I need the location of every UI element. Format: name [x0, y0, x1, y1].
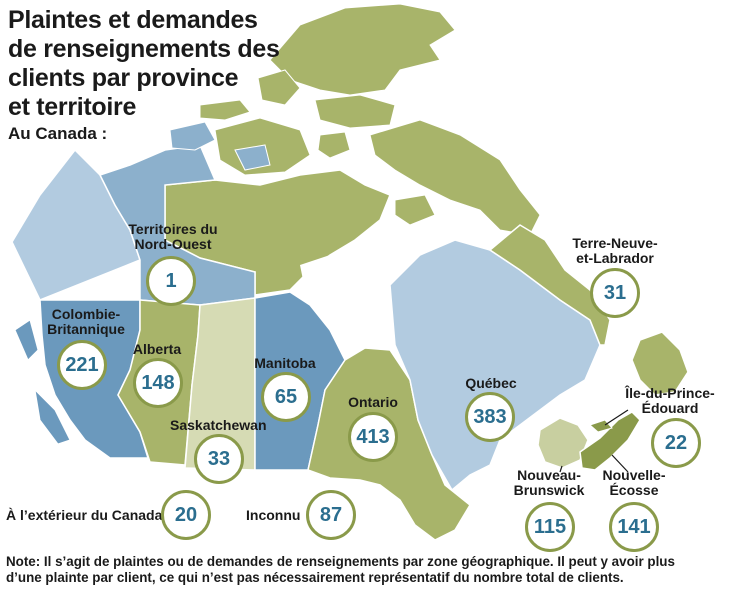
value-nwt: 1: [146, 256, 196, 306]
value-sk: 33: [194, 434, 244, 484]
ellesmere-island: [269, 3, 456, 96]
region-ns: [579, 411, 641, 471]
region-nb: [537, 417, 589, 469]
value-bc: 221: [57, 340, 107, 390]
footnote: Note: Il s’agit de plaintes ou de demand…: [6, 554, 675, 585]
baffin-island: [369, 119, 541, 236]
value-on: 413: [348, 412, 398, 462]
label-nwt: Territoires du Nord-Ouest: [128, 221, 218, 252]
label-ns: Nouvelle- Écosse: [602, 467, 666, 498]
value-unknown: 87: [306, 490, 356, 540]
value-nl: 31: [590, 268, 640, 318]
title-line: de renseignements des: [8, 35, 280, 63]
title-line: et territoire: [8, 93, 137, 121]
label-mb: Manitoba: [254, 355, 316, 371]
value-nb: 115: [525, 502, 575, 552]
southampton-island: [394, 194, 436, 226]
label-ab: Alberta: [132, 341, 182, 357]
title-line: Plaintes et demandes: [8, 6, 258, 34]
callout-nb: [559, 465, 563, 473]
region-nl-labrador: [488, 224, 611, 346]
somerset-island: [317, 131, 351, 159]
label-bc: Colombie- Britannique: [47, 306, 125, 337]
melville-island: [199, 99, 251, 121]
label-outside: À l’extérieur du Canada: [6, 507, 163, 523]
value-qc: 383: [465, 392, 515, 442]
axel-heiberg-island: [257, 69, 301, 106]
devon-island: [314, 94, 396, 129]
region-nwt-islands: [169, 121, 271, 171]
label-sk: Saskatchewan: [170, 417, 267, 433]
label-unknown: Inconnu: [246, 507, 301, 523]
map-subtitle: Au Canada :: [8, 124, 108, 143]
value-ab: 148: [133, 358, 183, 408]
callout-ns: [611, 454, 629, 473]
value-ns: 141: [609, 502, 659, 552]
callout-lines: [559, 409, 629, 473]
label-nb: Nouveau- Brunswick: [513, 467, 585, 498]
arctic-islands: [199, 3, 541, 236]
map-title: Plaintes et demandes de renseignements d…: [8, 6, 308, 122]
label-nl: Terre-Neuve- et-Labrador: [572, 235, 658, 266]
region-nl-newfoundland: [631, 331, 689, 396]
value-pe: 22: [651, 418, 701, 468]
label-on: Ontario: [348, 394, 398, 410]
value-mb: 65: [261, 372, 311, 422]
value-outside: 20: [161, 490, 211, 540]
label-pe: Île-du-Prince- Édouard: [625, 385, 715, 416]
region-pe: [589, 419, 613, 433]
bc-coastal-islands: [14, 319, 71, 445]
label-qc: Québec: [465, 375, 517, 391]
title-line: clients par province: [8, 64, 239, 92]
callout-pe: [604, 409, 629, 426]
